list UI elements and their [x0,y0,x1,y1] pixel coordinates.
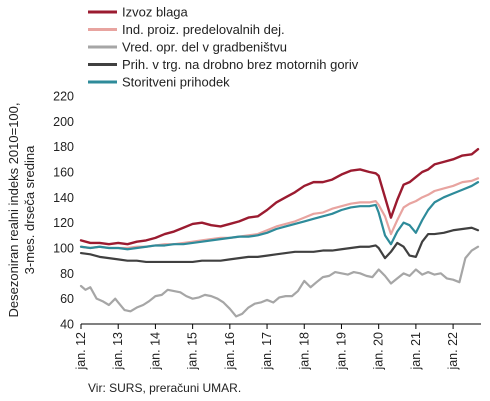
legend-label: Vred. opr. del v gradbeništvu [122,40,287,55]
y-tick-label: 120 [53,216,74,230]
legend-label: Storitveni prihodek [122,75,230,90]
x-tick-label: jan. 21 [409,332,423,371]
source-note: Vir: SURS, preračuni UMAR. [88,381,241,395]
series-line [79,177,480,250]
y-axis-label-line: 3-mes. drseča sredina [22,145,37,274]
x-axis: jan. 12 jan. 13 jan. 14 jan. 15 jan. 16 jan. … [74,323,481,371]
y-tick-label: 220 [53,90,74,104]
x-tick-label: jan. 22 [446,332,460,371]
series-line [79,245,480,318]
y-tick-label: 200 [53,115,74,129]
series-line [79,226,480,264]
x-tick-label: jan. 15 [186,332,200,371]
legend-label: Prih. v trg. na drobno brez motornih gor… [122,57,359,72]
y-tick-label: 60 [60,292,74,306]
legend-label: Izvoz blaga [122,5,189,20]
x-tick-label: jan. 19 [334,332,348,371]
x-tick-label: jan. 18 [297,332,311,371]
legend-label: Ind. proiz. predelovalnih dej. [122,22,285,37]
y-tick-label: 160 [53,166,74,180]
legend: Izvoz blaga Ind. proiz. predelovalnih dej… [88,5,359,90]
x-tick-label: jan. 12 [74,332,88,371]
y-tick-label: 80 [60,267,74,281]
y-axis-label: Desezoniran realni indeks 2010=100,3-mes… [6,102,37,317]
x-tick-label: jan. 14 [148,332,162,371]
y-tick-label: 140 [53,191,74,205]
plot-area [79,148,480,318]
x-tick-label: jan. 17 [260,332,274,371]
x-tick-label: jan. 20 [372,332,386,371]
x-tick-label: jan. 13 [111,332,125,371]
y-tick-label: 180 [53,140,74,154]
series-line [79,181,480,251]
y-tick-label: 100 [53,242,74,256]
series-line [79,148,480,246]
x-tick-label: jan. 16 [223,332,237,371]
y-tick-label: 40 [60,318,74,332]
y-axis-label-line: Desezoniran realni indeks 2010=100, [6,102,21,317]
y-axis: 40 60 80 100 120 140 160 180 200 220 [53,90,74,332]
